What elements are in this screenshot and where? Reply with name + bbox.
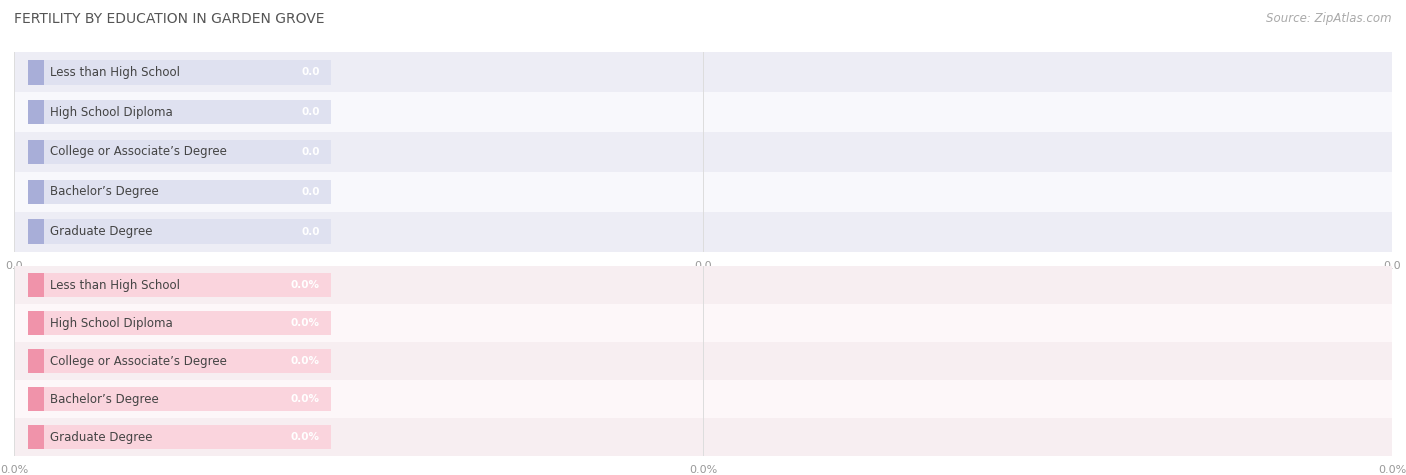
Bar [28,273,45,297]
Bar [28,273,330,297]
Bar [28,180,45,204]
Bar [14,418,1392,456]
Text: 0.0%: 0.0% [291,280,321,290]
Text: 0.0%: 0.0% [291,394,321,404]
Bar [14,304,1392,342]
Bar [28,100,45,124]
Text: Bachelor’s Degree: Bachelor’s Degree [49,185,159,199]
Text: High School Diploma: High School Diploma [49,105,173,119]
Bar [28,60,45,85]
Bar [28,349,330,373]
Bar [14,172,1392,212]
Bar [28,425,45,449]
Text: College or Associate’s Degree: College or Associate’s Degree [49,354,226,368]
Text: 0.0: 0.0 [301,227,321,237]
Bar [14,266,1392,304]
Text: 0.0: 0.0 [301,187,321,197]
Text: 0.0%: 0.0% [291,356,321,366]
Text: 0.0%: 0.0% [291,432,321,442]
Text: Graduate Degree: Graduate Degree [49,225,152,238]
Bar [14,342,1392,380]
Bar [28,140,45,164]
Text: Bachelor’s Degree: Bachelor’s Degree [49,392,159,406]
Bar [28,387,45,411]
Bar [28,349,45,373]
Bar [28,180,330,204]
Bar [14,380,1392,418]
Text: High School Diploma: High School Diploma [49,316,173,330]
Bar [28,100,330,124]
Bar [14,212,1392,252]
Text: Less than High School: Less than High School [49,66,180,79]
Bar [14,92,1392,132]
Text: Graduate Degree: Graduate Degree [49,430,152,444]
Text: College or Associate’s Degree: College or Associate’s Degree [49,145,226,159]
Bar [28,219,330,244]
Text: 0.0%: 0.0% [291,318,321,328]
Bar [28,425,330,449]
Bar [28,60,330,85]
Text: FERTILITY BY EDUCATION IN GARDEN GROVE: FERTILITY BY EDUCATION IN GARDEN GROVE [14,12,325,26]
Text: Source: ZipAtlas.com: Source: ZipAtlas.com [1267,12,1392,25]
Text: 0.0: 0.0 [301,107,321,117]
Text: 0.0: 0.0 [301,147,321,157]
Bar [14,132,1392,172]
Text: Less than High School: Less than High School [49,278,180,292]
Bar [28,387,330,411]
Bar [28,140,330,164]
Bar [14,52,1392,92]
Bar [28,311,330,335]
Text: 0.0: 0.0 [301,67,321,77]
Bar [28,219,45,244]
Bar [28,311,45,335]
